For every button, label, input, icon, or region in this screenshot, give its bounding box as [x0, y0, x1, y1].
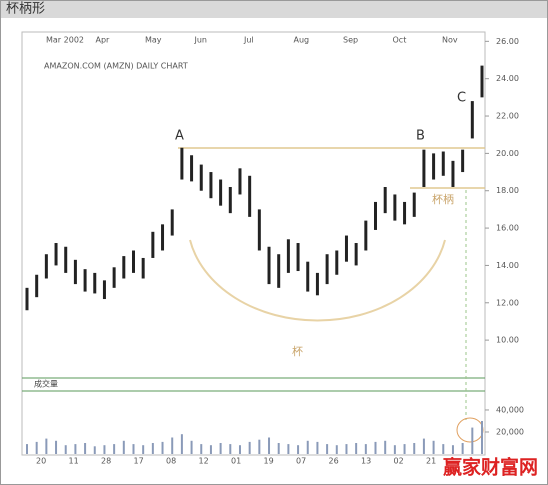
y-tick-label: 24.00: [496, 74, 519, 83]
day-label: 02: [394, 457, 404, 466]
month-label: Nov: [442, 36, 458, 45]
day-label: 20: [36, 457, 46, 466]
label-a: A: [175, 129, 184, 144]
chart-title: 杯柄形: [6, 2, 45, 17]
y-tick-label: 26.00: [496, 37, 519, 46]
day-label: 01: [231, 457, 241, 466]
day-label: 13: [361, 457, 371, 466]
label-handle: 杯柄: [432, 192, 454, 206]
month-label: Mar 2002: [46, 36, 84, 45]
volume-circle: [456, 417, 484, 443]
chart-subtitle: AMAZON.COM (AMZN) DAILY CHART: [44, 62, 188, 71]
day-label: 21: [426, 457, 436, 466]
label-c: C: [457, 91, 466, 106]
month-label: Jul: [243, 36, 254, 45]
day-label: 26: [329, 457, 339, 466]
label-cup: 杯: [292, 344, 303, 358]
watermark: 赢家财富网: [443, 456, 538, 479]
cup-curve: [189, 239, 446, 322]
y-tick-label: 10.00: [496, 336, 519, 345]
y-tick-label: 18.00: [496, 186, 519, 195]
title-bar: [0, 0, 548, 18]
y-tick-label: 14.00: [496, 261, 519, 270]
month-label: May: [145, 36, 162, 45]
day-label: 19: [264, 457, 274, 466]
day-label: 11: [69, 457, 79, 466]
day-label: 07: [296, 457, 306, 466]
month-label: Apr: [96, 36, 111, 45]
day-label: 08: [166, 457, 176, 466]
y-tick-label: 22.00: [496, 112, 519, 121]
day-label: 17: [134, 457, 144, 466]
volume-label: 成交量: [34, 379, 58, 389]
day-label: 12: [199, 457, 209, 466]
month-label: Jun: [194, 36, 208, 45]
y-tick-label: 12.00: [496, 298, 519, 307]
plot-frame: [21, 31, 486, 456]
month-label: Sep: [343, 36, 358, 45]
y-tick-label: 16.00: [496, 224, 519, 233]
month-label: Aug: [294, 36, 310, 45]
y-tick-label: 20.00: [496, 149, 519, 158]
label-b: B: [416, 129, 425, 144]
day-label: 28: [101, 457, 111, 466]
y-tick-label: 20,000: [496, 427, 524, 436]
month-label: Oct: [393, 36, 407, 45]
y-tick-label: 40,000: [496, 405, 524, 414]
